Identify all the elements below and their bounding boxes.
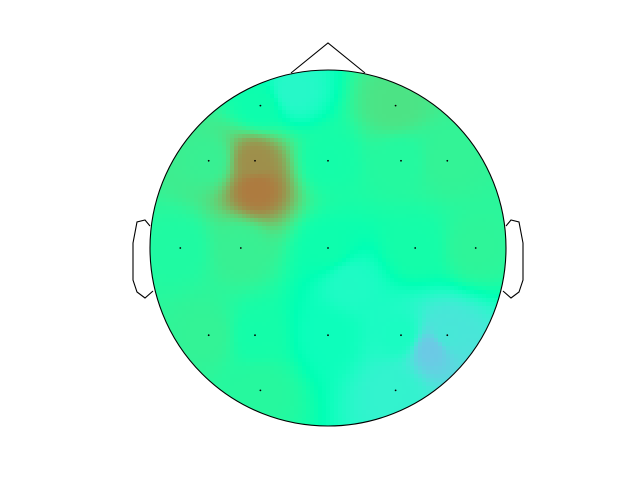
sensor-point-13	[207, 334, 210, 337]
right-ear-outline	[502, 219, 524, 299]
sensor-point-4	[254, 159, 256, 162]
sensor-point-7	[446, 159, 449, 162]
sensor-point-10	[327, 247, 329, 249]
sensor-point-14	[254, 334, 256, 337]
sensor-point-6	[400, 159, 402, 162]
sensor-point-17	[446, 334, 449, 337]
left-ear-outline	[132, 219, 154, 299]
interpolated-field	[150, 70, 506, 426]
sensor-point-19	[394, 389, 397, 392]
sensor-point-8	[179, 247, 182, 249]
sensor-point-9	[239, 247, 242, 249]
sensor-point-11	[414, 247, 417, 249]
nose-outline	[290, 42, 366, 74]
sensor-point-3	[207, 159, 210, 162]
sensor-markers	[179, 104, 477, 392]
sensor-point-18	[259, 389, 262, 392]
head-circle	[149, 69, 507, 427]
sensor-point-16	[400, 334, 402, 337]
sensor-point-12	[474, 247, 477, 249]
sensor-point-15	[327, 334, 329, 337]
sensor-point-5	[327, 159, 329, 162]
sensor-point-2	[394, 104, 397, 107]
sensor-point-1	[259, 104, 262, 107]
head-outline	[132, 42, 524, 427]
